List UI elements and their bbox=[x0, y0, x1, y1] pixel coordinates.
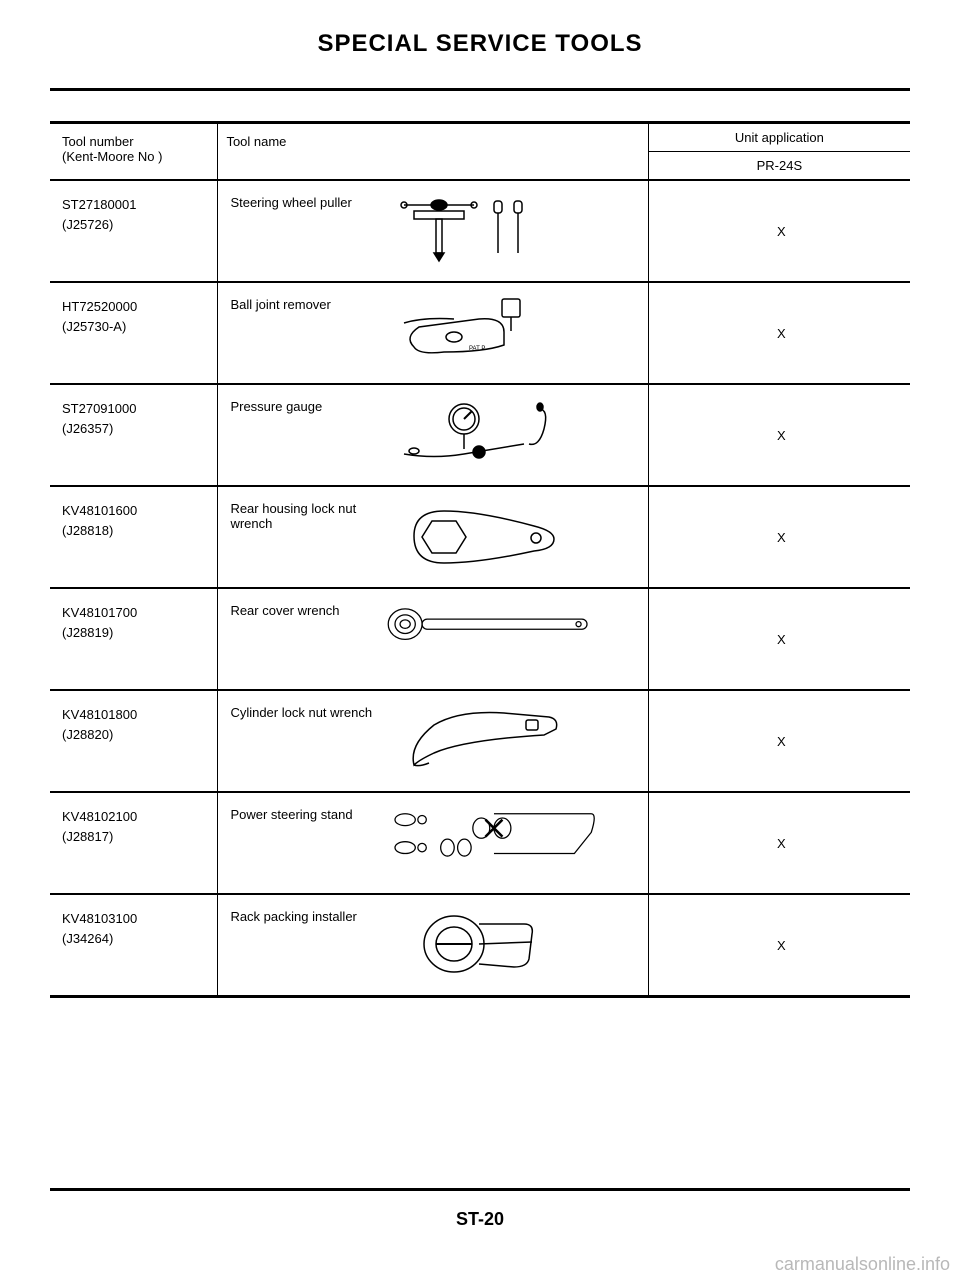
application-cell: X bbox=[648, 282, 910, 384]
tool-name-cell: Pressure gauge bbox=[218, 384, 648, 486]
tool-number: ST27091000 bbox=[62, 401, 136, 416]
page-number: ST-20 bbox=[50, 1209, 910, 1230]
application-cell: X bbox=[648, 384, 910, 486]
tool-number-cell: ST27180001 (J25726) bbox=[50, 180, 218, 282]
tool-name: Rear cover wrench bbox=[230, 603, 380, 618]
tool-km: (J28817) bbox=[62, 829, 113, 844]
tool-illustration bbox=[384, 501, 604, 571]
tool-km: (J28818) bbox=[62, 523, 113, 538]
tool-illustration bbox=[384, 195, 604, 265]
tool-number: KV48102100 bbox=[62, 809, 137, 824]
tool-illustration bbox=[384, 399, 604, 469]
tool-name: Power steering stand bbox=[230, 807, 380, 822]
hdr-unit-application: Unit application bbox=[648, 123, 910, 152]
hdr-model: PR-24S bbox=[648, 152, 910, 181]
tools-table: Tool number (Kent-Moore No ) Tool name U… bbox=[50, 121, 910, 998]
tool-number: KV48103100 bbox=[62, 911, 137, 926]
tool-km: (J25730-A) bbox=[62, 319, 126, 334]
table-row: KV48103100 (J34264) Rack packing install… bbox=[50, 894, 910, 997]
tool-number-cell: KV48101700 (J28819) bbox=[50, 588, 218, 690]
tool-name: Ball joint remover bbox=[230, 297, 380, 312]
hdr-tool-name-label: Tool name bbox=[226, 134, 286, 149]
rack-packing-installer-icon bbox=[384, 909, 604, 979]
application-cell: X bbox=[648, 690, 910, 792]
svg-text:PAT P: PAT P bbox=[469, 346, 485, 352]
table-row: ST27091000 (J26357) Pressure gauge bbox=[50, 384, 910, 486]
tool-number-cell: KV48103100 (J34264) bbox=[50, 894, 218, 997]
tool-km: (J34264) bbox=[62, 931, 113, 946]
pressure-gauge-icon bbox=[384, 399, 604, 469]
table-row: KV48101800 (J28820) Cylinder lock nut wr… bbox=[50, 690, 910, 792]
table-row: HT72520000 (J25730-A) Ball joint remover… bbox=[50, 282, 910, 384]
table-row: KV48102100 (J28817) Power steering stand bbox=[50, 792, 910, 894]
tool-name: Rear housing lock nut wrench bbox=[230, 501, 380, 531]
tool-name-cell: Ball joint remover PAT P bbox=[218, 282, 648, 384]
tool-name: Steering wheel puller bbox=[230, 195, 380, 210]
tool-illustration bbox=[384, 909, 604, 979]
power-steering-stand-icon bbox=[384, 807, 604, 866]
cylinder-lock-nut-wrench-icon bbox=[384, 705, 604, 775]
table-row: ST27180001 (J25726) Steering wheel pulle… bbox=[50, 180, 910, 282]
tool-number: KV48101600 bbox=[62, 503, 137, 518]
tool-number-cell: KV48101600 (J28818) bbox=[50, 486, 218, 588]
tool-km: (J26357) bbox=[62, 421, 113, 436]
ball-joint-remover-icon: PAT P bbox=[384, 297, 604, 367]
hdr-tool-number-label: Tool number bbox=[62, 134, 134, 149]
application-cell: X bbox=[648, 588, 910, 690]
tool-name-cell: Rear cover wrench bbox=[218, 588, 648, 690]
application-cell: X bbox=[648, 180, 910, 282]
tool-km: (J25726) bbox=[62, 217, 113, 232]
steering-wheel-puller-icon bbox=[384, 195, 604, 265]
tool-number: KV48101700 bbox=[62, 605, 137, 620]
tool-number: KV48101800 bbox=[62, 707, 137, 722]
tool-number-cell: HT72520000 (J25730-A) bbox=[50, 282, 218, 384]
bottom-rule bbox=[50, 1188, 910, 1191]
tool-name: Cylinder lock nut wrench bbox=[230, 705, 380, 720]
tool-illustration: PAT P bbox=[384, 297, 604, 367]
tool-name: Pressure gauge bbox=[230, 399, 380, 414]
tool-name-cell: Power steering stand bbox=[218, 792, 648, 894]
tool-name: Rack packing installer bbox=[230, 909, 380, 924]
hdr-kent-moore-label: (Kent-Moore No ) bbox=[62, 149, 162, 164]
application-cell: X bbox=[648, 486, 910, 588]
tool-name-cell: Steering wheel puller bbox=[218, 180, 648, 282]
tool-km: (J28820) bbox=[62, 727, 113, 742]
tool-name-cell: Rack packing installer bbox=[218, 894, 648, 997]
rear-housing-lock-nut-wrench-icon bbox=[384, 501, 604, 571]
tool-illustration bbox=[384, 603, 604, 673]
tool-number-cell: ST27091000 (J26357) bbox=[50, 384, 218, 486]
tool-name-cell: Cylinder lock nut wrench bbox=[218, 690, 648, 792]
table-row: KV48101700 (J28819) Rear cover wrench bbox=[50, 588, 910, 690]
tool-name-cell: Rear housing lock nut wrench bbox=[218, 486, 648, 588]
watermark: carmanualsonline.info bbox=[0, 1254, 960, 1275]
tool-number: HT72520000 bbox=[62, 299, 137, 314]
application-cell: X bbox=[648, 894, 910, 997]
table-header-row-1: Tool number (Kent-Moore No ) Tool name U… bbox=[50, 123, 910, 152]
tool-illustration bbox=[384, 807, 604, 877]
tool-number: ST27180001 bbox=[62, 197, 136, 212]
application-cell: X bbox=[648, 792, 910, 894]
hdr-tool-name: Tool name bbox=[218, 123, 648, 181]
rear-cover-wrench-icon bbox=[384, 603, 604, 645]
manual-page: SPECIAL SERVICE TOOLS Tool number (Kent-… bbox=[0, 0, 960, 1250]
tool-number-cell: KV48101800 (J28820) bbox=[50, 690, 218, 792]
top-rule bbox=[50, 88, 910, 91]
tool-km: (J28819) bbox=[62, 625, 113, 640]
table-row: KV48101600 (J28818) Rear housing lock nu… bbox=[50, 486, 910, 588]
hdr-tool-number: Tool number (Kent-Moore No ) bbox=[50, 123, 218, 181]
page-title: SPECIAL SERVICE TOOLS bbox=[50, 30, 910, 58]
tool-illustration bbox=[384, 705, 604, 775]
tool-number-cell: KV48102100 (J28817) bbox=[50, 792, 218, 894]
